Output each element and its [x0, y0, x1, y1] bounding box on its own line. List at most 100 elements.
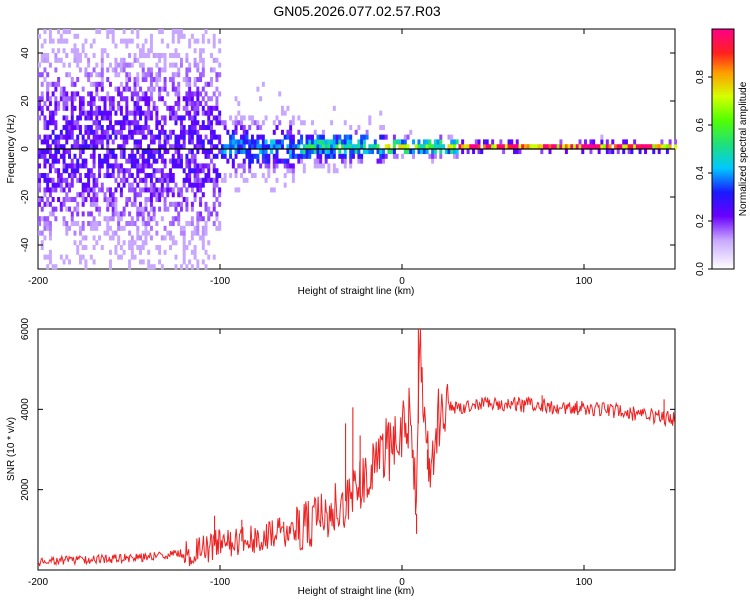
spectrogram-cell — [313, 144, 317, 150]
spectrogram-cell — [229, 173, 233, 179]
spectrogram-cell — [179, 62, 183, 68]
spectrogram-cell — [261, 144, 265, 150]
spectrogram-cell — [218, 38, 222, 44]
spectrogram-cell — [204, 101, 208, 107]
spectrogram-cell — [57, 101, 61, 107]
spectrogram-cell — [149, 197, 153, 203]
spectrogram-cell — [242, 125, 246, 131]
spectrogram-cell — [95, 201, 99, 207]
spectrogram-cell — [174, 101, 178, 107]
spectrogram-cell — [204, 230, 208, 236]
spectrogram-cell — [141, 245, 145, 251]
spectrogram-cell — [92, 225, 96, 231]
spectrogram-cell — [100, 158, 104, 164]
spectrogram-cell — [78, 259, 82, 265]
spectrogram-cell — [133, 139, 137, 145]
spectrogram-cell — [177, 29, 181, 35]
spectrogram-cell — [182, 254, 186, 260]
spectrogram-cell — [95, 206, 99, 212]
colorbar-gradient — [711, 28, 735, 270]
spectrogram-cell — [78, 149, 82, 155]
spectrogram-cell — [532, 144, 536, 150]
spectrogram-cell — [193, 125, 197, 131]
spectrogram-cell — [111, 173, 115, 179]
spectrogram-cell — [92, 197, 96, 203]
spectrogram-cell — [106, 230, 110, 236]
spectrogram-cell — [199, 177, 203, 183]
spectrogram-cell — [166, 192, 170, 198]
spectrogram-cell — [201, 192, 205, 198]
spectrogram-cell — [259, 149, 263, 155]
spectrogram-cell — [48, 81, 52, 87]
spectrogram-cell — [68, 96, 72, 102]
spectrogram-cell — [48, 29, 52, 35]
spectrogram-cell — [379, 153, 383, 159]
spectrogram-cell — [305, 149, 309, 155]
spectrogram-cell — [185, 105, 189, 111]
spectrogram-cell — [199, 91, 203, 97]
spectrogram-cell — [136, 96, 140, 102]
spectrogram-cell — [108, 173, 112, 179]
spectrogram-cell — [81, 149, 85, 155]
spectrogram-cell — [87, 211, 91, 217]
spectrogram-cell — [147, 144, 151, 150]
spectrogram-cell — [87, 115, 91, 121]
spectrogram-cell — [108, 62, 112, 68]
spectrogram-cell — [106, 77, 110, 83]
spectrogram-cell — [155, 77, 159, 83]
spectrogram-cell — [92, 53, 96, 59]
spectrogram-cell — [179, 33, 183, 39]
spectrogram-cell — [433, 153, 437, 159]
spectrogram-cell — [139, 110, 142, 116]
spectrogram-cell — [472, 144, 476, 150]
spectrogram-cell — [48, 168, 52, 174]
spectrogram-cell — [182, 105, 186, 111]
spectrogram-cell — [283, 182, 287, 188]
spectrogram-cell — [275, 149, 279, 155]
spectrogram-cell — [564, 149, 568, 155]
spectrogram-cell — [78, 129, 82, 135]
spectrogram-cell — [362, 149, 366, 155]
spectrogram-cell — [128, 125, 132, 131]
spectrogram-cell — [630, 144, 634, 150]
spectrogram-cell — [209, 105, 213, 111]
spectrogram-cell — [193, 173, 197, 179]
spectrogram-cell — [89, 72, 93, 78]
spectrogram-cell — [81, 110, 85, 116]
spectrogram-cell — [283, 110, 287, 116]
spectrogram-cell — [256, 153, 260, 159]
spectrogram-cell — [234, 125, 238, 131]
spectrogram-cell — [275, 153, 279, 159]
spectrogram-cell — [54, 149, 58, 155]
spectrogram-cell — [130, 235, 134, 241]
spectrogram-cell — [431, 158, 435, 164]
spectrogram-cell — [379, 134, 383, 140]
spectrogram-cell — [119, 254, 123, 260]
spectrogram-cell — [95, 81, 99, 87]
spectrogram-cell — [177, 149, 181, 155]
spectrogram-cell — [100, 86, 104, 92]
spectrogram-cell — [179, 158, 183, 164]
spectrogram-cell — [95, 134, 99, 140]
spectrogram-cell — [130, 96, 134, 102]
spectrogram-cell — [212, 201, 216, 207]
spectrogram-cell — [158, 192, 162, 198]
spectrogram-cell — [54, 139, 58, 145]
spectrogram-cell — [54, 105, 58, 111]
spectrogram-cell — [106, 53, 110, 59]
spectrogram-cell — [461, 139, 465, 145]
spectrogram-cell — [182, 230, 186, 236]
spectrogram-cell — [103, 101, 107, 107]
spectrogram-cell — [215, 115, 219, 121]
spectrogram-cell — [171, 216, 175, 222]
spectrogram-cell — [458, 144, 462, 150]
spectrogram-cell — [48, 153, 52, 159]
spectrogram-cell — [196, 221, 200, 227]
spectrogram-cell — [40, 110, 44, 116]
spectrogram-cell — [98, 211, 102, 217]
snr-series-line — [37, 328, 675, 567]
spectrogram-cell — [38, 187, 41, 193]
spectrogram-cell — [100, 134, 104, 140]
spectrogram-cell — [48, 38, 52, 44]
spectrogram-cell — [108, 81, 112, 87]
